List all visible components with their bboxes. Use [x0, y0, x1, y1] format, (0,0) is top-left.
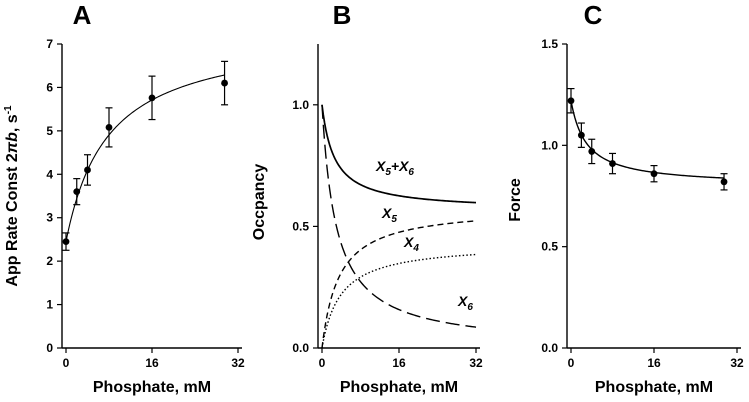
series-line-x4: [321, 253, 477, 349]
y-tick-label: 7: [46, 37, 53, 51]
y-axis-title: Force: [507, 178, 524, 222]
x-tick-label: 32: [469, 356, 483, 370]
series-label-main: X: [375, 158, 387, 174]
x-axis-title: Phosphate, mM: [93, 379, 211, 396]
x-tick-label: 0: [568, 356, 575, 370]
data-point: [609, 160, 616, 167]
panel-letter-a: A: [73, 0, 92, 30]
series-label-x5: X5: [381, 205, 397, 225]
y-axis-title-unit: , s: [4, 114, 21, 132]
series-label-x6: X6: [457, 293, 473, 313]
series-line-x6: [321, 104, 477, 328]
panel-letter-b: B: [333, 0, 352, 30]
y-axis-title: App Rate Const 2πb, s-1: [3, 105, 21, 287]
chart-panel-a: 0 1 2 3 4 5 6 7 0 16 32 Phosphate, mM App Rate Const…: [3, 37, 245, 396]
data-point: [84, 166, 91, 174]
data-point: [577, 131, 585, 139]
y-axis-title: Occpancy: [251, 164, 268, 241]
x-tick-label: 0: [319, 356, 326, 370]
chart-panel-c: 0.0 0.5 1.0 1.5 0 16 32 Phosphate, mM Force: [507, 37, 744, 396]
x-tick-label: 0: [63, 356, 70, 370]
x-axis-title: Phosphate, mM: [340, 379, 458, 396]
x-tick-label: 32: [231, 356, 245, 370]
series-label-join: +X: [391, 158, 410, 174]
y-tick-label: 3: [46, 211, 53, 225]
series-label-sub: 5: [385, 167, 391, 178]
data-point: [650, 170, 658, 178]
y-tick-label: 1.0: [541, 138, 558, 152]
data-point: [588, 148, 596, 155]
fit-curve: [570, 100, 725, 179]
x-axis-title: Phosphate, mM: [595, 379, 713, 396]
data-point: [221, 79, 228, 87]
x-tick-label: 32: [730, 356, 744, 370]
y-tick-label: 1: [46, 298, 53, 312]
data-point: [62, 238, 70, 246]
y-tick-label: 0.5: [541, 240, 558, 254]
x-tick-label: 16: [647, 356, 661, 370]
series-label-sub: 5: [391, 214, 397, 225]
y-tick-label: 0.0: [541, 341, 558, 355]
series-label-sub: 4: [412, 243, 419, 254]
y-tick-label: 5: [46, 124, 53, 138]
series-label-main: X: [457, 293, 469, 309]
y-tick-label: 0: [46, 341, 53, 355]
data-point: [73, 188, 81, 196]
y-tick-label: 0.5: [292, 219, 309, 233]
y-tick-label: 2: [46, 254, 53, 268]
y-axis-title-symbol: πb: [4, 132, 21, 153]
fit-curve: [65, 74, 225, 242]
y-tick-label: 4: [46, 167, 53, 181]
y-tick-label: 6: [46, 80, 53, 94]
y-tick-label: 1.5: [541, 37, 558, 51]
series-line-x5: [321, 220, 477, 349]
data-point: [567, 97, 575, 105]
data-point: [720, 178, 728, 186]
data-point: [148, 94, 156, 102]
series-label-sub: 6: [467, 302, 473, 313]
series-label-sub2: 6: [408, 167, 414, 178]
y-axis-title-main: App Rate Const 2: [4, 153, 21, 286]
series-label-main: X: [381, 205, 393, 221]
y-tick-label: 0.0: [292, 341, 309, 355]
panel-letter-c: C: [584, 0, 603, 30]
series-label-main: X: [403, 234, 415, 250]
y-axis-title-sup: -1: [3, 105, 14, 114]
x-tick-label: 16: [145, 356, 159, 370]
x-tick-label: 16: [392, 356, 406, 370]
y-tick-label: 1.0: [292, 98, 309, 112]
series-label-x4: X4: [403, 234, 419, 254]
series-line-x5-plus-x6: [321, 104, 477, 204]
data-point: [105, 123, 113, 131]
series-label-x5-plus-x6: X5+X6: [375, 158, 414, 178]
